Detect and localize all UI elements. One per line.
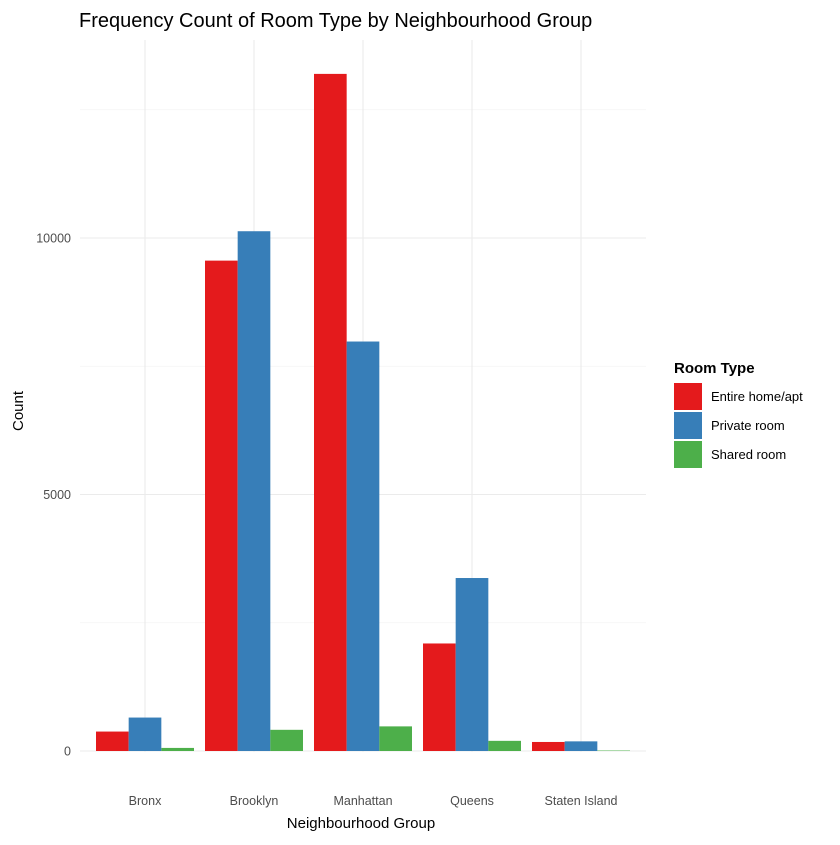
bar-manhattan-shared-room: Shared room — Manhattan: 480 bbox=[379, 726, 412, 751]
bar-queens-shared-room: Shared room — Queens: 198 bbox=[488, 741, 521, 751]
bar-manhattan-private-room: Private room — Manhattan: 7982 bbox=[347, 342, 380, 751]
bar-brooklyn-shared-room: Shared room — Brooklyn: 413 bbox=[270, 730, 303, 751]
y-tick-label: 10000 bbox=[36, 232, 71, 246]
bar-brooklyn-private-room: Private room — Brooklyn: 10132 bbox=[238, 231, 271, 751]
bar-queens-private-room: Private room — Queens: 3372 bbox=[456, 578, 489, 751]
x-tick-label: Queens bbox=[450, 794, 494, 808]
y-tick-label: 5000 bbox=[43, 488, 71, 502]
y-tick-labels: 0 5000 10000 bbox=[36, 232, 71, 759]
legend: Room Type Entire home/apt Private room Sha… bbox=[674, 360, 803, 468]
bar-bronx-entire-home-apt: Entire home/apt — Bronx: 379 bbox=[96, 732, 129, 751]
bar-brooklyn-entire-home-apt: Entire home/apt — Brooklyn: 9559 bbox=[205, 261, 238, 751]
bar-manhattan-entire-home-apt: Entire home/apt — Manhattan: 13199 bbox=[314, 74, 347, 751]
x-tick-labels: Bronx Brooklyn Manhattan Queens Staten Islan… bbox=[129, 794, 618, 808]
legend-label: Private room bbox=[711, 418, 785, 433]
y-tick-label: 0 bbox=[64, 745, 71, 759]
legend-label: Shared room bbox=[711, 447, 786, 462]
legend-key bbox=[674, 383, 702, 410]
x-axis-title: Neighbourhood Group bbox=[287, 815, 435, 832]
bar-queens-entire-home-apt: Entire home/apt — Queens: 2096 bbox=[423, 643, 456, 751]
chart-title: Frequency Count of Room Type by Neighbou… bbox=[79, 10, 592, 32]
legend-label: Entire home/apt bbox=[711, 389, 803, 404]
legend-key bbox=[674, 412, 702, 439]
x-tick-label: Staten Island bbox=[545, 794, 618, 808]
bar-staten-island-entire-home-apt: Entire home/apt — Staten Island: 176 bbox=[532, 742, 565, 751]
bar-staten-island-private-room: Private room — Staten Island: 188 bbox=[565, 741, 598, 751]
y-axis-title: Count bbox=[10, 390, 27, 431]
legend-title: Room Type bbox=[674, 360, 755, 377]
x-tick-label: Manhattan bbox=[333, 794, 392, 808]
x-tick-label: Brooklyn bbox=[230, 794, 279, 808]
bar-bronx-shared-room: Shared room — Bronx: 60 bbox=[161, 748, 194, 751]
bar-bronx-private-room: Private room — Bronx: 652 bbox=[129, 718, 162, 751]
legend-key bbox=[674, 441, 702, 468]
x-tick-label: Bronx bbox=[129, 794, 162, 808]
